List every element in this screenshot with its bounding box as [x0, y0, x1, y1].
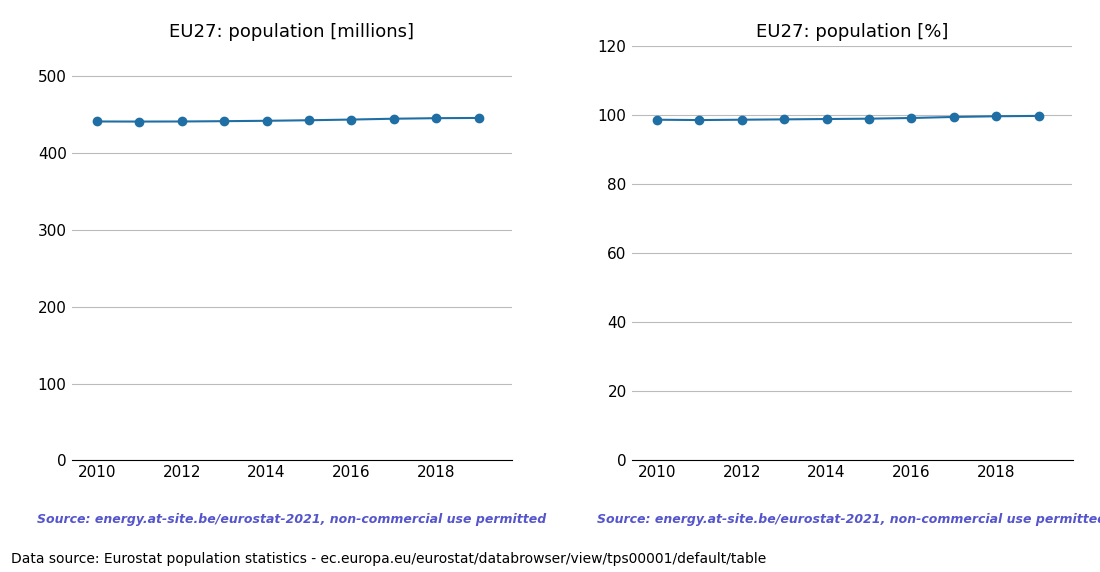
- Text: Source: energy.at-site.be/eurostat-2021, non-commercial use permitted: Source: energy.at-site.be/eurostat-2021,…: [37, 513, 547, 526]
- Text: Source: energy.at-site.be/eurostat-2021, non-commercial use permitted: Source: energy.at-site.be/eurostat-2021,…: [597, 513, 1100, 526]
- Text: Data source: Eurostat population statistics - ec.europa.eu/eurostat/databrowser/: Data source: Eurostat population statist…: [11, 553, 767, 566]
- Title: EU27: population [%]: EU27: population [%]: [756, 23, 948, 41]
- Title: EU27: population [millions]: EU27: population [millions]: [169, 23, 415, 41]
